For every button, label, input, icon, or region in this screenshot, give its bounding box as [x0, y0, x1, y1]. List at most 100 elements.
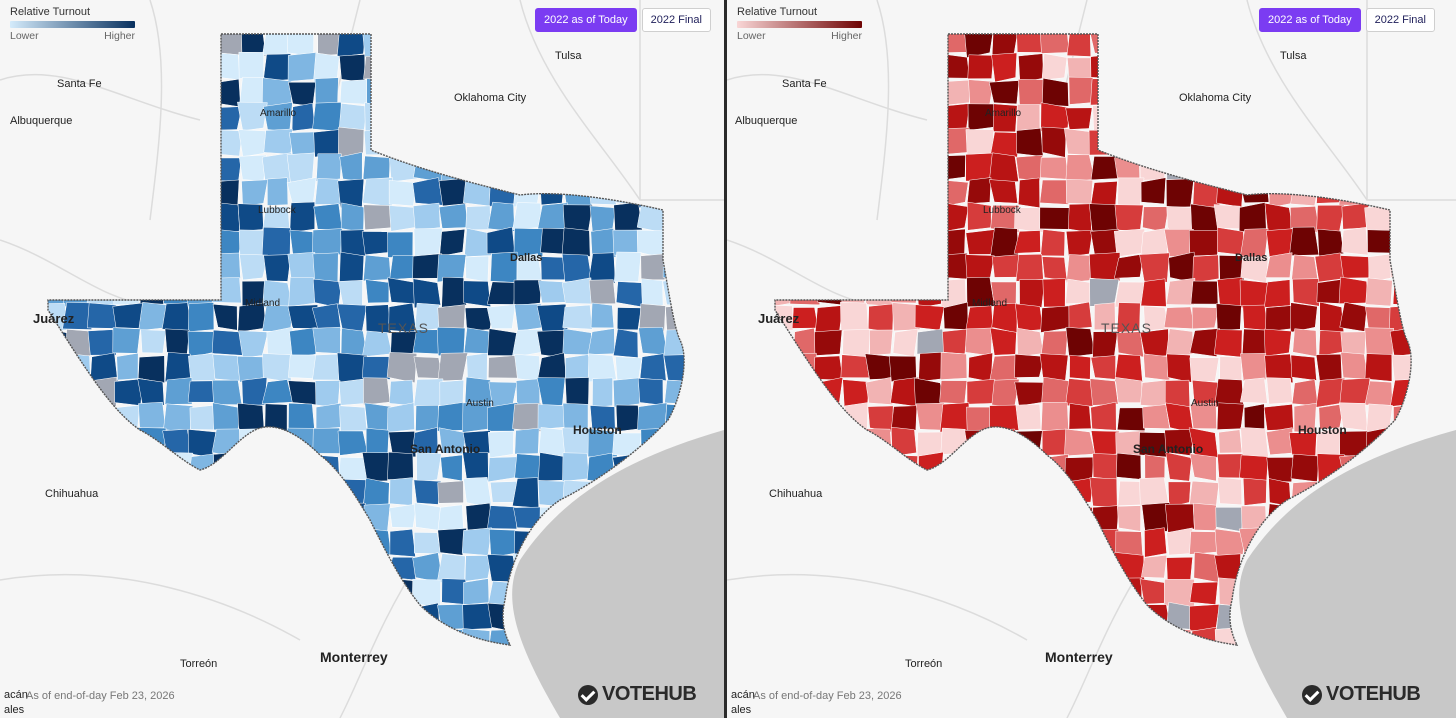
county-shape[interactable]	[1265, 305, 1293, 333]
county-shape[interactable]	[1314, 102, 1345, 134]
county-shape[interactable]	[211, 329, 243, 356]
county-shape[interactable]	[1088, 129, 1118, 156]
county-shape[interactable]	[1015, 253, 1044, 282]
county-shape[interactable]	[387, 277, 417, 305]
county-shape[interactable]	[1313, 155, 1345, 183]
county-shape[interactable]	[187, 530, 217, 558]
county-shape[interactable]	[918, 501, 943, 533]
county-shape[interactable]	[40, 355, 68, 379]
county-shape[interactable]	[1114, 377, 1144, 403]
county-shape[interactable]	[1065, 178, 1094, 205]
county-shape[interactable]	[793, 154, 820, 182]
county-shape[interactable]	[211, 277, 242, 304]
county-shape[interactable]	[464, 555, 493, 582]
county-shape[interactable]	[462, 152, 490, 180]
county-shape[interactable]	[116, 352, 139, 381]
county-shape[interactable]	[1141, 554, 1168, 579]
county-shape[interactable]	[361, 552, 388, 583]
county-shape[interactable]	[1264, 353, 1294, 384]
county-shape[interactable]	[1340, 331, 1367, 356]
county-shape[interactable]	[365, 428, 390, 457]
county-shape[interactable]	[465, 205, 491, 231]
county-shape[interactable]	[964, 32, 994, 58]
county-shape[interactable]	[411, 128, 440, 156]
county-shape[interactable]	[564, 377, 590, 407]
county-shape[interactable]	[767, 580, 796, 606]
county-shape[interactable]	[1165, 277, 1196, 306]
county-shape[interactable]	[361, 231, 391, 255]
county-shape[interactable]	[1039, 179, 1070, 205]
county-shape[interactable]	[113, 555, 144, 582]
county-shape[interactable]	[840, 501, 869, 533]
county-shape[interactable]	[813, 580, 845, 603]
county-shape[interactable]	[414, 502, 441, 531]
county-shape[interactable]	[390, 77, 415, 108]
county-shape[interactable]	[914, 479, 945, 509]
county-shape[interactable]	[287, 52, 318, 82]
county-shape[interactable]	[362, 177, 393, 208]
county-shape[interactable]	[940, 352, 968, 380]
county-shape[interactable]	[488, 529, 517, 558]
county-shape[interactable]	[162, 252, 193, 281]
county-shape[interactable]	[163, 31, 193, 59]
county-shape[interactable]	[789, 126, 817, 159]
county-shape[interactable]	[1169, 655, 1194, 680]
county-shape[interactable]	[637, 52, 665, 79]
county-shape[interactable]	[389, 477, 413, 506]
county-shape[interactable]	[791, 178, 818, 207]
county-shape[interactable]	[942, 328, 968, 355]
county-shape[interactable]	[1216, 177, 1245, 208]
county-shape[interactable]	[866, 653, 893, 683]
county-shape[interactable]	[690, 403, 717, 433]
county-shape[interactable]	[137, 378, 165, 408]
county-shape[interactable]	[966, 406, 994, 433]
county-shape[interactable]	[413, 227, 443, 257]
county-shape[interactable]	[1040, 29, 1070, 54]
county-shape[interactable]	[462, 30, 493, 57]
county-shape[interactable]	[663, 354, 692, 382]
county-shape[interactable]	[1340, 129, 1370, 155]
county-shape[interactable]	[89, 227, 118, 255]
county-shape[interactable]	[387, 628, 419, 654]
county-shape[interactable]	[189, 405, 215, 431]
county-shape[interactable]	[1416, 227, 1444, 257]
county-shape[interactable]	[162, 80, 189, 108]
map-panel-blue[interactable]: Santa Fe Albuquerque Tulsa Oklahoma City…	[0, 0, 724, 718]
county-shape[interactable]	[765, 506, 795, 533]
county-shape[interactable]	[992, 103, 1018, 133]
county-shape[interactable]	[866, 557, 891, 580]
county-shape[interactable]	[1264, 279, 1291, 308]
county-shape[interactable]	[1040, 305, 1071, 333]
county-shape[interactable]	[64, 503, 92, 529]
county-shape[interactable]	[461, 628, 491, 655]
county-shape[interactable]	[1068, 301, 1093, 330]
county-shape[interactable]	[164, 130, 192, 158]
county-shape[interactable]	[1340, 255, 1370, 279]
county-shape[interactable]	[688, 229, 718, 256]
county-shape[interactable]	[389, 29, 418, 58]
county-shape[interactable]	[889, 29, 920, 58]
county-shape[interactable]	[288, 354, 317, 379]
county-shape[interactable]	[37, 228, 64, 258]
county-shape[interactable]	[1365, 277, 1393, 307]
county-shape[interactable]	[1219, 356, 1243, 382]
county-shape[interactable]	[1140, 379, 1170, 408]
county-shape[interactable]	[387, 101, 419, 131]
county-shape[interactable]	[665, 130, 691, 155]
county-shape[interactable]	[239, 254, 269, 281]
county-shape[interactable]	[262, 503, 292, 532]
county-shape[interactable]	[240, 603, 267, 633]
county-shape[interactable]	[867, 52, 896, 83]
county-shape[interactable]	[1238, 202, 1267, 233]
county-shape[interactable]	[214, 528, 239, 555]
county-shape[interactable]	[1144, 527, 1167, 558]
county-shape[interactable]	[364, 102, 390, 132]
county-shape[interactable]	[1315, 78, 1345, 108]
county-shape[interactable]	[1340, 351, 1369, 380]
county-shape[interactable]	[1365, 126, 1396, 158]
map-panel-red[interactable]: Santa Fe Albuquerque Tulsa Oklahoma City…	[727, 0, 1456, 718]
county-shape[interactable]	[91, 404, 116, 433]
county-shape[interactable]	[1068, 580, 1094, 607]
county-shape[interactable]	[939, 202, 969, 233]
county-shape[interactable]	[1166, 157, 1195, 180]
